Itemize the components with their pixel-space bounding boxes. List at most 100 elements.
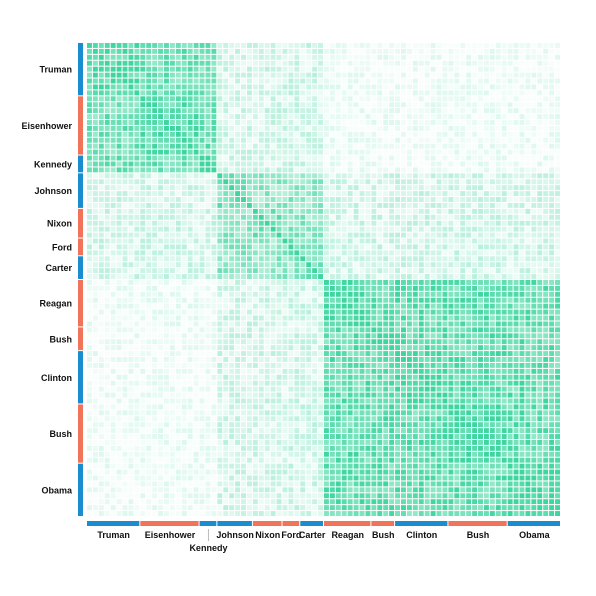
heatmap-cell [199,173,205,179]
heatmap-cell [282,149,288,155]
heatmap-cell [460,351,466,357]
heatmap-cell [513,191,519,197]
heatmap-cell [478,380,483,386]
heatmap-cell [555,244,560,250]
heatmap-cell [365,96,371,102]
heatmap-cell [312,285,318,291]
heatmap-cell [466,404,472,410]
heatmap-cell [495,173,501,179]
heatmap-cell [442,197,448,202]
heatmap-cell [116,268,122,274]
heatmap-cell [223,256,229,262]
heatmap-cell [466,208,472,214]
heatmap-cell [371,66,377,72]
heatmap-cell [371,202,377,208]
heatmap-cell [412,173,418,179]
heatmap-cell [359,43,365,48]
heatmap-cell [513,60,519,66]
heatmap-cell [104,161,110,167]
heatmap-cell [169,321,175,327]
heatmap-cell [424,280,430,285]
heatmap-cell [531,167,537,173]
heatmap-cell [164,345,169,351]
heatmap-cell [87,114,92,120]
heatmap-cell [152,321,158,327]
heatmap-cell [318,137,323,143]
heatmap-cell [412,256,418,262]
heatmap-cell [312,54,318,60]
heatmap-cell [175,274,181,279]
heatmap-cell [175,303,181,309]
heatmap-cell [448,161,454,167]
heatmap-cell [110,398,116,404]
heatmap-cell [501,155,507,161]
heatmap-cell [406,43,412,48]
heatmap-cell [525,202,531,208]
heatmap-cell [217,386,223,392]
heatmap-cell [507,262,513,268]
heatmap-cell [549,285,555,291]
heatmap-cell [134,268,140,274]
heatmap-cell [454,386,460,392]
heatmap-cell [537,149,543,155]
heatmap-cell [489,309,495,315]
heatmap-cell [193,161,199,167]
heatmap-cell [347,108,353,114]
heatmap-cell [87,185,92,191]
heatmap-cell [140,102,146,108]
heatmap-cell [241,262,246,268]
heatmap-cell [134,78,140,84]
heatmap-cell [134,339,140,345]
heatmap-cell [549,398,555,404]
heatmap-cell [347,161,353,167]
heatmap-cell [335,280,341,285]
heatmap-cell [122,410,128,416]
heatmap-cell [324,368,329,374]
heatmap-cell [489,96,495,102]
heatmap-cell [377,66,383,72]
heatmap-cell [555,54,560,60]
heatmap-cell [442,161,448,167]
heatmap-cell [205,167,211,173]
heatmap-cell [365,220,371,226]
heatmap-cell [175,43,181,48]
heatmap-cell [181,96,187,102]
heatmap-cell [537,96,543,102]
heatmap-cell [555,303,560,309]
heatmap-cell [92,280,98,285]
heatmap-cell [294,410,300,416]
heatmap-cell [146,167,152,173]
heatmap-cell [531,380,537,386]
heatmap-cell [164,398,169,404]
heatmap-cell [116,108,122,114]
heatmap-cell [116,179,122,185]
heatmap-cell [288,357,294,362]
heatmap-cell [264,208,270,214]
heatmap-cell [436,214,442,220]
heatmap-cell [436,120,442,125]
heatmap-cell [246,404,252,410]
heatmap-cell [169,345,175,351]
heatmap-cell [549,72,555,78]
heatmap-cell [246,167,252,173]
heatmap-cell [478,173,483,179]
heatmap-cell [122,197,128,202]
heatmap-cell [436,362,442,368]
heatmap-cell [252,268,258,274]
heatmap-cell [507,143,513,149]
heatmap-cell [525,339,531,345]
heatmap-cell [193,368,199,374]
heatmap-cell [134,374,140,380]
heatmap-cell [146,232,152,238]
heatmap-cell [478,197,483,202]
heatmap-cell [424,226,430,232]
heatmap-cell [549,362,555,368]
heatmap-cell [454,357,460,362]
heatmap-cell [140,84,146,90]
heatmap-cell [187,43,193,48]
heatmap-cell [519,191,525,197]
heatmap-cell [543,357,549,362]
heatmap-cell [472,120,478,125]
heatmap-cell [555,368,560,374]
heatmap-cell [329,197,335,202]
